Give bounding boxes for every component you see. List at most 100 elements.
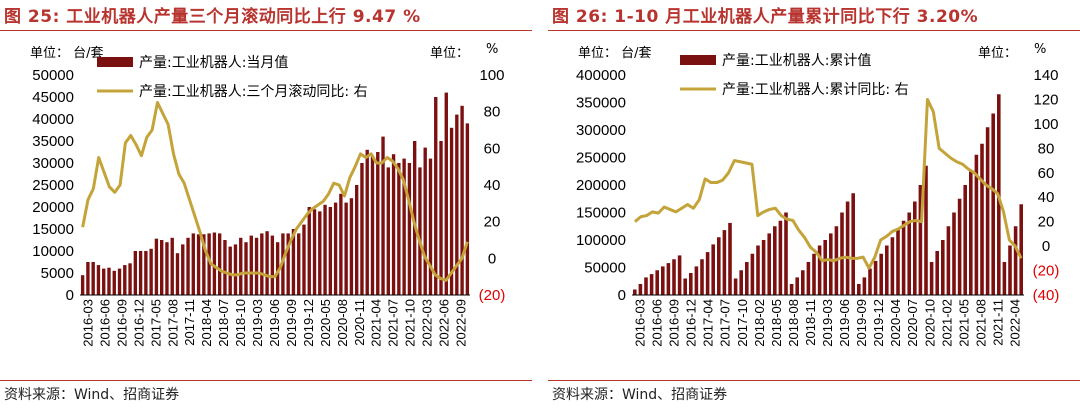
bar — [307, 207, 311, 295]
bar — [644, 277, 648, 295]
bar — [412, 141, 417, 295]
y-left-tick-label: 15000 — [32, 221, 74, 238]
bar — [138, 251, 143, 295]
bar — [460, 105, 464, 295]
bar — [117, 268, 122, 295]
right-axis-unit-symbol: % — [1034, 42, 1047, 57]
bar — [328, 207, 333, 295]
bar — [386, 167, 390, 295]
y-right-tick-label: 60 — [1038, 165, 1055, 182]
y-right-tick-label: 20 — [484, 214, 501, 231]
bar — [980, 143, 984, 295]
y-right-tick-label: 100 — [1033, 116, 1058, 133]
bar — [439, 141, 443, 295]
bar — [376, 152, 380, 295]
bar — [333, 202, 338, 295]
bar — [633, 289, 637, 295]
right-axis-unit: 单位： — [430, 46, 470, 61]
x-tick-label: 2022-06 — [437, 299, 452, 347]
y-right-tick-label: 100 — [479, 67, 504, 84]
bar — [444, 92, 448, 295]
x-tick-label: 2020-05 — [318, 299, 333, 347]
bar — [728, 222, 732, 295]
bar — [801, 270, 805, 295]
bar — [133, 251, 138, 295]
bar — [868, 268, 872, 295]
bar — [672, 259, 676, 295]
y-right-tick-label: 80 — [484, 104, 501, 121]
bar — [260, 233, 264, 295]
x-tick-label: 2016-12 — [131, 299, 146, 347]
left-axis-unit: 单位： 台/套 — [578, 46, 652, 61]
bar — [649, 274, 654, 295]
bar — [756, 245, 760, 295]
x-tick-label: 2020-10 — [922, 299, 937, 347]
bar — [407, 163, 412, 295]
y-left-tick-label: 300000 — [576, 122, 626, 139]
bar — [191, 233, 195, 295]
legend-label: 产量:工业机器人:累计同比: 右 — [722, 82, 909, 98]
y-left-tick-label: 200000 — [576, 177, 626, 194]
bar — [862, 277, 867, 295]
bar — [96, 265, 101, 295]
bar — [228, 246, 232, 295]
left-axis-unit: 单位： 台/套 — [30, 46, 104, 61]
bar — [963, 185, 967, 295]
bar — [349, 198, 354, 295]
y-left-tick-label: 400000 — [576, 67, 626, 84]
bar — [677, 255, 682, 295]
x-tick-label: 2016-09 — [114, 299, 129, 347]
legend-label: 产量:工业机器人:当月值 — [139, 55, 288, 71]
bar — [1002, 262, 1007, 295]
x-tick-label: 2016-09 — [667, 299, 682, 347]
x-tick-label: 2016-03 — [633, 299, 648, 347]
bar — [873, 260, 878, 295]
bar — [784, 212, 788, 295]
bar — [829, 233, 833, 295]
y-left-tick-label: 10000 — [32, 243, 74, 260]
bar — [957, 198, 962, 295]
bar — [789, 284, 794, 295]
bar — [851, 193, 855, 295]
x-tick-label: 2021-05 — [956, 299, 971, 347]
bar — [739, 270, 743, 295]
chart-plot: 0 50000 100000 150000 200000 250000 300000 3500… — [576, 53, 1059, 347]
bar — [207, 233, 211, 295]
legend-swatch-bar — [97, 57, 133, 67]
y-right-tick-label: 40 — [1038, 189, 1055, 206]
bar — [365, 149, 369, 295]
bar — [291, 229, 296, 295]
bar — [402, 158, 406, 295]
bar — [666, 263, 671, 295]
bar — [840, 212, 844, 295]
bar — [318, 211, 322, 295]
legend-swatch-bar — [680, 55, 716, 65]
bar — [952, 212, 956, 295]
x-tick-label: 2019-12 — [871, 299, 886, 347]
y-right-tick-label: 120 — [1033, 91, 1058, 108]
x-tick-label: 2020-04 — [888, 299, 903, 347]
bar — [423, 147, 427, 295]
bar — [102, 268, 106, 295]
bar — [91, 262, 95, 295]
bar — [455, 114, 459, 295]
bar — [170, 237, 174, 295]
x-tick-label: 2020-07 — [905, 299, 920, 347]
y-right-tick-label: 0 — [1042, 238, 1050, 255]
bar — [165, 242, 169, 295]
legend-label: 产量:工业机器人:三个月滚动同比: 右 — [139, 83, 368, 100]
bar — [381, 136, 385, 295]
bar — [181, 244, 185, 295]
x-tick-label: 2017-05 — [148, 299, 163, 347]
y-right-tick-label: 40 — [484, 177, 501, 194]
bar — [689, 273, 693, 295]
bar — [339, 193, 343, 295]
bar — [144, 251, 148, 295]
chart-title: 图 26: 1-10 月工业机器人产量累计同比下行 3.20% — [552, 7, 979, 27]
y-left-tick-label: 50000 — [32, 67, 74, 84]
bar — [817, 245, 822, 295]
x-tick-label: 2018-07 — [216, 299, 231, 347]
x-tick-label: 2018-11 — [803, 299, 818, 346]
y-right-tick-label: 20 — [1038, 214, 1055, 231]
bar — [907, 212, 911, 295]
